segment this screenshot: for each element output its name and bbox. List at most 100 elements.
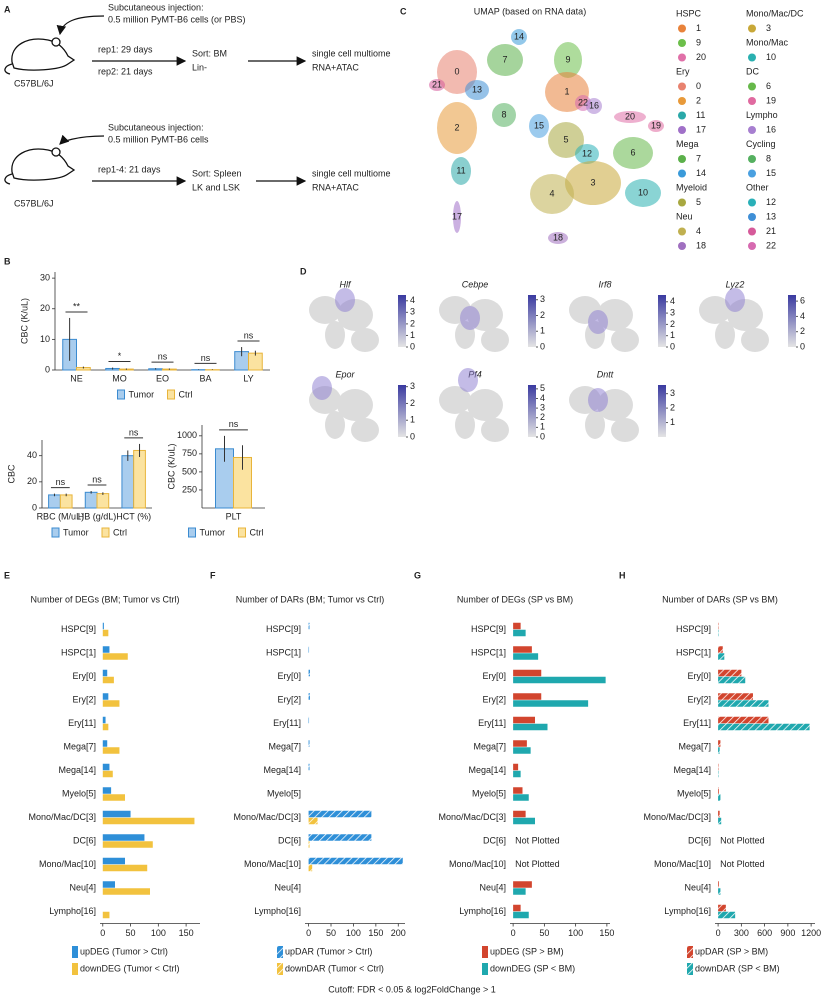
y-tick-label: Ery[11]: [683, 718, 711, 728]
feature-cells: [455, 411, 475, 439]
injection-text: 0.5 million PyMT-B6 cells: [108, 134, 209, 144]
bar: [513, 794, 529, 801]
colorbar-tick-label: 3: [670, 388, 675, 398]
bar: [718, 787, 719, 794]
feature-cells: [309, 296, 341, 324]
panel-letter: H: [619, 570, 626, 580]
legend-label: Ctrl: [179, 389, 193, 399]
cluster-label: 4: [549, 188, 554, 198]
cluster-blob: [648, 120, 664, 132]
rep-text: rep2: 21 days: [98, 66, 153, 76]
bar: [121, 455, 135, 509]
feature-cells: [325, 321, 345, 349]
colorbar-tick-label: 2: [410, 398, 415, 408]
y-tick-label: Neu[4]: [684, 883, 711, 893]
y-tick-label: 500: [182, 466, 197, 476]
legend-label: Ctrl: [250, 527, 264, 537]
bar: [102, 653, 128, 660]
bar: [102, 787, 112, 794]
legend-swatch: [188, 527, 196, 538]
x-tick-label: MO: [112, 373, 127, 383]
colorbar-tick-label: 0: [540, 431, 545, 441]
output-text: single cell multiome: [312, 168, 391, 178]
significance-label: ns: [158, 352, 168, 362]
legend-label: Ctrl: [113, 527, 127, 537]
cluster-blob: [530, 174, 574, 214]
legend-swatch: [748, 82, 756, 91]
legend-swatch: [72, 963, 78, 975]
injection-text: 0.5 million PyMT-B6 cells (or PBS): [108, 14, 246, 24]
bar: [718, 810, 720, 818]
legend-swatch: [748, 126, 756, 134]
cluster-blob: [529, 114, 549, 138]
x-tick-label: 0: [100, 928, 105, 938]
y-tick-label: HSPC[9]: [61, 624, 96, 634]
legend-group-title: Cycling: [746, 139, 776, 149]
y-tick-label: HSPC[1]: [266, 648, 301, 658]
legend-label: 4: [696, 226, 701, 236]
bar: [513, 888, 526, 895]
cluster-blob: [613, 137, 653, 169]
x-tick-label: 150: [599, 928, 614, 938]
colorbar-tick-label: 4: [670, 296, 675, 306]
cluster-label: 16: [589, 100, 599, 110]
y-tick-label: Mega[7]: [473, 742, 506, 752]
colorbar-tick-label: 3: [540, 294, 545, 304]
bar: [102, 747, 120, 754]
legend-swatch: [687, 963, 693, 975]
umap-title: UMAP (based on RNA data): [474, 6, 586, 16]
y-tick-label: Ery[0]: [72, 671, 96, 681]
bar: [513, 770, 521, 778]
legend-label: 15: [766, 168, 776, 178]
bar: [102, 740, 108, 747]
cluster-label: 20: [625, 111, 635, 121]
note: Not Plotted: [720, 859, 765, 869]
mouse-icon: [4, 37, 76, 75]
note: Not Plotted: [515, 836, 560, 846]
umap-plot: [429, 29, 664, 244]
y-tick-label: Ery[11]: [478, 718, 506, 728]
panel-letter: D: [300, 266, 307, 276]
sort-text: LK and LSK: [192, 182, 240, 192]
y-tick-label: Neu[4]: [479, 883, 506, 893]
y-tick-label: HSPC[9]: [676, 624, 711, 634]
panel-letter: C: [400, 6, 407, 16]
bar: [513, 653, 539, 660]
y-tick-label: DC[6]: [278, 836, 301, 846]
y-tick-label: HSPC[1]: [61, 648, 96, 658]
significance-label: **: [73, 301, 81, 311]
y-tick-label: Myelo[5]: [677, 789, 711, 799]
colorbar-tick-label: 3: [410, 381, 415, 391]
colorbar-tick-label: 6: [800, 295, 805, 305]
cluster-label: 0: [454, 66, 459, 76]
significance-label: ns: [92, 474, 102, 484]
y-tick-label: Neu[4]: [69, 883, 96, 893]
footer: Cutoff: FDR < 0.05 & log2FoldChange > 1: [328, 984, 495, 994]
y-tick-label: Mono/Mac[10]: [449, 859, 506, 869]
cluster-label: 21: [432, 79, 442, 89]
legend-swatch: [482, 946, 488, 958]
bar: [513, 763, 519, 771]
y-tick-label: Ery[11]: [68, 718, 96, 728]
y-tick-label: Mega[7]: [268, 742, 301, 752]
bar: [308, 841, 310, 848]
x-tick-label: RBC (M/uL): [37, 511, 85, 521]
x-tick-label: LY: [243, 373, 253, 383]
y-tick-label: Myelo[5]: [62, 789, 96, 799]
bar: [308, 817, 318, 825]
chart-title: Number of DEGs (SP vs BM): [457, 594, 573, 604]
feature-highlight: [725, 288, 745, 312]
legend-label: Tumor: [129, 389, 155, 399]
legend-group-title: Mega: [676, 139, 699, 149]
colorbar-tick-label: 2: [800, 326, 805, 336]
colorbar-tick-label: 4: [540, 393, 545, 403]
bar: [102, 669, 108, 677]
bar: [248, 352, 263, 371]
panel-letter: G: [414, 570, 421, 580]
feature-highlight: [312, 376, 332, 400]
bar: [718, 904, 726, 912]
feature-cells: [481, 418, 509, 442]
note: Not Plotted: [515, 859, 560, 869]
x-tick-label: NE: [70, 373, 83, 383]
bar: [513, 881, 532, 888]
